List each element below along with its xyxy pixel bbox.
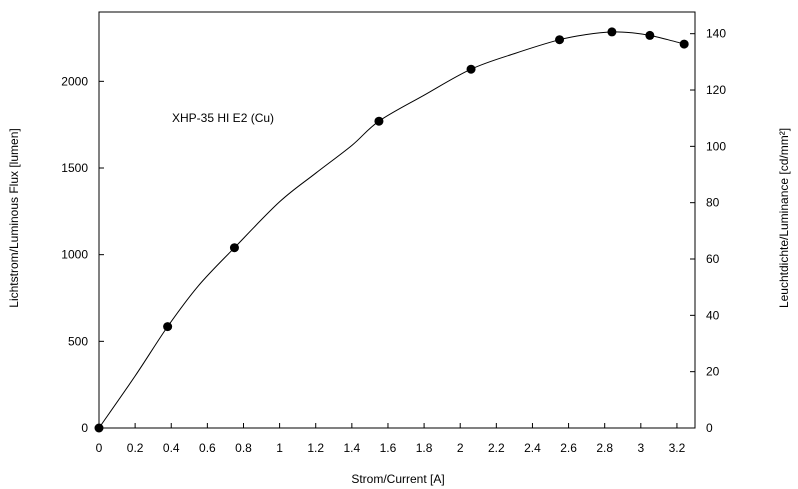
y2-tick-label: 20 [706,365,720,379]
x-tick-label: 0.2 [127,441,144,455]
x-tick-label: 2.4 [524,441,541,455]
data-point [645,30,655,40]
y-tick-label: 0 [81,421,88,435]
x-tick-label: 2.2 [488,441,505,455]
y-tick-label: 1500 [61,161,88,175]
y-axis-label: Lichtstrom/Luminous Flux [lumen] [7,128,21,307]
x-tick-label: 0.6 [199,441,216,455]
x-tick-label: 1.8 [416,441,433,455]
y2-tick-label: 0 [706,421,713,435]
x-tick-label: 2.6 [560,441,577,455]
y2-axis-label: Leuchtdichte/Luminance [cd/mm²] [777,128,791,308]
x-tick-label: 0.8 [235,441,252,455]
y-tick-label: 1000 [61,248,88,262]
x-axis-label: Strom/Current [A] [351,472,444,486]
x-tick-label: 2.8 [596,441,613,455]
left-y-axis: 0 500 1000 1500 2000 [61,74,104,435]
right-y-axis: 0 20 40 60 80 100 120 140 [690,27,726,435]
plot-frame [98,11,696,429]
x-axis: 0 0.2 0.4 0.6 0.8 1 1.2 1.4 1.6 1.8 2 2.2 2.4 2.6 2.8 3… [96,423,686,455]
flux-curve [98,31,685,429]
x-tick-label: 3 [637,441,644,455]
y2-tick-label: 140 [706,27,726,41]
y-tick-label: 2000 [61,74,88,88]
data-point [374,116,384,126]
data-point [679,39,689,49]
x-tick-label: 2 [457,441,464,455]
y2-tick-label: 120 [706,83,726,97]
x-tick-label: 1.6 [380,441,397,455]
data-point [466,64,476,74]
x-tick-label: 1 [276,441,283,455]
x-tick-label: 0 [96,441,103,455]
x-tick-label: 1.4 [344,441,361,455]
y2-tick-label: 40 [706,308,720,322]
x-tick-label: 3.2 [669,441,686,455]
x-tick-label: 0.4 [163,441,180,455]
data-point [607,27,617,37]
y-tick-label: 500 [68,334,88,348]
y2-tick-label: 60 [706,252,720,266]
y2-tick-label: 80 [706,196,720,210]
data-point [229,243,239,253]
annotation-label: XHP-35 HI E2 (Cu) [172,111,274,125]
data-point [555,35,565,45]
x-tick-label: 1.2 [307,441,324,455]
data-point [94,423,104,433]
data-points [94,27,689,433]
y2-tick-label: 100 [706,139,726,153]
data-point [163,322,173,332]
